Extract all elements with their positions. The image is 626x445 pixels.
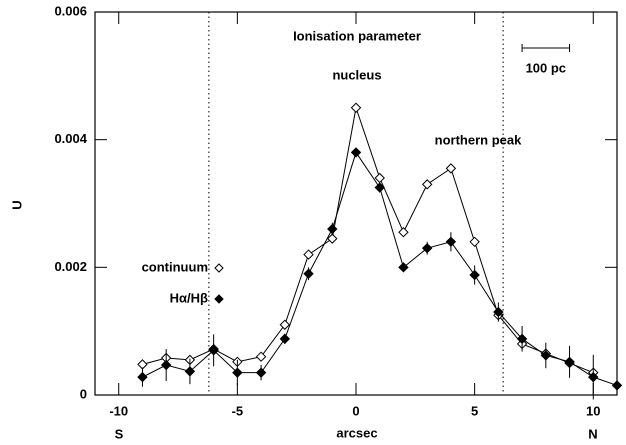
data-point [303, 268, 314, 279]
x-tick-label: 10 [586, 403, 600, 418]
data-point [398, 262, 409, 273]
data-point [421, 179, 433, 190]
x-tick-label: -10 [109, 403, 128, 418]
data-point [208, 345, 219, 356]
data-point [137, 359, 148, 370]
data-point [398, 227, 409, 238]
x-tick-label: -5 [232, 403, 244, 418]
data-point [255, 367, 267, 378]
y-tick-label: 0.006 [54, 3, 87, 18]
data-point [184, 366, 196, 377]
x-axis-label: arcsec [336, 425, 377, 440]
data-point [374, 182, 385, 193]
legend-marker [214, 263, 224, 273]
series-line [142, 107, 594, 374]
data-point [445, 236, 457, 248]
legend-marker [214, 294, 224, 304]
data-point [160, 359, 172, 371]
x-end-label: N [588, 426, 597, 441]
data-point [137, 371, 148, 383]
data-point [469, 269, 480, 281]
chart-title: Ionisation parameter [293, 28, 421, 43]
scale-bar-label: 100 pc [526, 60, 566, 75]
data-point [350, 147, 362, 158]
data-point [279, 333, 291, 345]
y-tick-label: 0.002 [54, 259, 87, 274]
data-point [540, 350, 552, 361]
x-end-label: S [115, 426, 124, 441]
data-point [445, 163, 457, 174]
data-point [327, 223, 338, 235]
data-point [611, 380, 623, 391]
data-point [255, 351, 267, 362]
data-point [279, 319, 291, 330]
data-point [588, 371, 599, 383]
data-point [232, 367, 243, 378]
x-tick-label: 5 [471, 403, 478, 418]
y-tick-label: 0.004 [54, 131, 87, 146]
data-point [493, 306, 504, 318]
data-point [327, 233, 338, 244]
data-point [516, 333, 528, 345]
data-point [303, 249, 314, 260]
data-point [469, 236, 480, 248]
data-point [374, 172, 385, 184]
data-point [564, 356, 575, 368]
y-tick-label: 0 [80, 386, 87, 401]
y-axis-label: U [9, 200, 24, 209]
data-point [350, 102, 362, 113]
x-tick-label: 0 [352, 403, 359, 418]
legend-label: Hα/Hβ [170, 290, 208, 305]
data-point [421, 242, 433, 254]
legend-label: continuum [142, 259, 208, 274]
annotation: nucleus [332, 67, 381, 82]
annotation: northern peak [435, 132, 522, 147]
